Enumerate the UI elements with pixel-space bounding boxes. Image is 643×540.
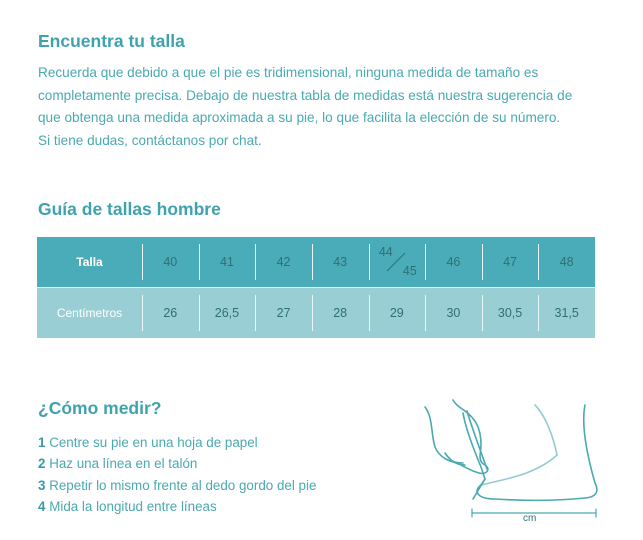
intro-line: Recuerda que debido a que el pie es trid… bbox=[38, 65, 539, 80]
cm-row: Centímetros 26 26,5 27 28 29 30 30,5 31,… bbox=[37, 287, 595, 338]
intro-line: Si tiene dudas, contáctanos por chat. bbox=[38, 133, 262, 149]
intro-paragraph: Recuerda que debido a que el pie es trid… bbox=[38, 62, 572, 153]
size-cell-split: 44 45 bbox=[368, 237, 426, 288]
cm-cell: 30 bbox=[425, 287, 482, 338]
cm-cell: 29 bbox=[368, 287, 426, 338]
size-label: Talla bbox=[37, 237, 142, 288]
intro-line: completamente precisa. Debajo de nuestra… bbox=[38, 87, 573, 103]
step-number: 3 bbox=[38, 477, 46, 493]
size-table: Talla 40 41 42 43 44 45 46 47 48 Centíme… bbox=[37, 237, 595, 338]
cm-cell: 31,5 bbox=[538, 287, 595, 338]
size-cell: 40 bbox=[142, 237, 199, 288]
size-cell: 46 bbox=[425, 237, 482, 288]
step-text: Centre su pie en una hoja de papel bbox=[49, 435, 258, 450]
foot-measure-illustration: cm bbox=[415, 395, 605, 535]
size-row: Talla 40 41 42 43 44 45 46 47 48 bbox=[37, 237, 595, 288]
step-item: 2 Haz una línea en el talón bbox=[38, 453, 316, 474]
cm-label: Centímetros bbox=[37, 287, 142, 338]
step-item: 4 Mida la longitud entre líneas bbox=[38, 496, 316, 517]
slash-divider bbox=[386, 252, 406, 271]
size-guide-title: Guía de tallas hombre bbox=[38, 199, 221, 219]
cm-cell: 26 bbox=[142, 287, 199, 338]
step-text: Repetir lo mismo frente al dedo gordo de… bbox=[49, 477, 317, 493]
step-text: Mida la longitud entre líneas bbox=[49, 498, 217, 514]
step-item: 3 Repetir lo mismo frente al dedo gordo … bbox=[38, 475, 316, 496]
step-number: 1 bbox=[38, 435, 46, 450]
size-cell: 48 bbox=[538, 237, 595, 288]
intro-line: que obtenga una medida aproximada a su p… bbox=[38, 110, 561, 126]
step-text: Haz una línea en el talón bbox=[49, 456, 198, 472]
steps-list: 1 Centre su pie en una hoja de papel 2 H… bbox=[38, 432, 316, 517]
how-to-measure-title: ¿Cómo medir? bbox=[38, 398, 162, 418]
cm-cell: 26,5 bbox=[198, 287, 256, 338]
size-45: 45 bbox=[402, 263, 417, 278]
step-number: 4 bbox=[38, 498, 46, 514]
cm-unit-label: cm bbox=[523, 513, 537, 524]
size-cell: 42 bbox=[255, 237, 312, 288]
size-44: 44 bbox=[378, 244, 393, 259]
size-cell: 47 bbox=[481, 237, 539, 288]
size-cell: 43 bbox=[311, 237, 369, 288]
intro-title: Encuentra tu talla bbox=[38, 31, 185, 51]
foot-pencil-icon bbox=[424, 399, 598, 518]
cm-cell: 28 bbox=[311, 287, 369, 338]
cm-cell: 30,5 bbox=[481, 287, 539, 338]
step-item: 1 Centre su pie en una hoja de papel bbox=[38, 432, 316, 453]
size-cell: 41 bbox=[198, 237, 256, 288]
step-number: 2 bbox=[38, 456, 46, 472]
cm-cell: 27 bbox=[255, 287, 312, 338]
